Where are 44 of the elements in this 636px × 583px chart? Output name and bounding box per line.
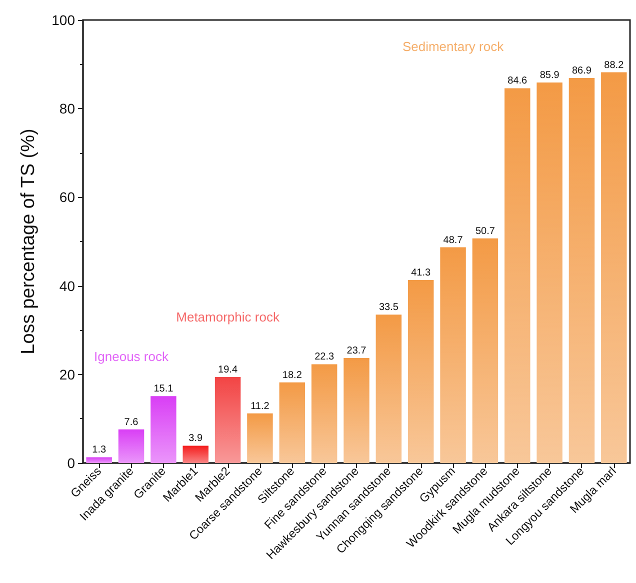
- bar: [440, 247, 466, 463]
- bar: [472, 238, 498, 463]
- data-label: 18.2: [282, 370, 302, 381]
- bar: [86, 457, 112, 463]
- y-tick-label: 0: [67, 455, 76, 471]
- bar: [214, 377, 241, 463]
- data-label: 15.1: [154, 384, 174, 395]
- data-label: 19.4: [218, 364, 238, 376]
- y-tick-label: 100: [52, 12, 76, 28]
- bar: [536, 82, 562, 463]
- bar: [568, 78, 595, 463]
- data-label: 84.6: [508, 76, 528, 87]
- bar: [344, 358, 370, 463]
- y-axis-title: Loss percentage of TS (%): [18, 128, 39, 354]
- data-label: 86.9: [572, 66, 592, 77]
- data-label: 48.7: [443, 234, 464, 246]
- y-tick-label: 40: [59, 278, 76, 294]
- bar: [150, 396, 176, 463]
- bar: [279, 382, 306, 463]
- bar: [376, 314, 402, 463]
- annotation: Sedimentary rock: [402, 39, 504, 54]
- data-label: 33.5: [378, 302, 399, 314]
- data-label: 41.3: [411, 268, 432, 279]
- bar: [408, 280, 434, 463]
- y-tick-label: 80: [59, 100, 76, 117]
- data-label: 23.7: [346, 346, 367, 357]
- bar: [311, 364, 338, 463]
- annotation: Igneous rock: [94, 349, 169, 364]
- data-label: 1.3: [92, 444, 106, 456]
- data-label: 3.9: [188, 433, 204, 444]
- data-label: 7.6: [124, 416, 139, 428]
- bar: [247, 413, 273, 463]
- data-label: 50.7: [475, 226, 496, 237]
- data-label: 85.9: [540, 70, 560, 81]
- data-label: 88.2: [604, 60, 624, 71]
- bar: [601, 72, 627, 463]
- data-label: 11.2: [250, 400, 270, 412]
- bar: [182, 446, 208, 463]
- y-tick-label: 20: [59, 366, 76, 382]
- data-label: 22.3: [314, 352, 334, 363]
- y-tick-label: 60: [59, 189, 76, 206]
- bar: [504, 88, 530, 463]
- bar: [118, 429, 144, 463]
- annotation: Metamorphic rock: [176, 309, 280, 324]
